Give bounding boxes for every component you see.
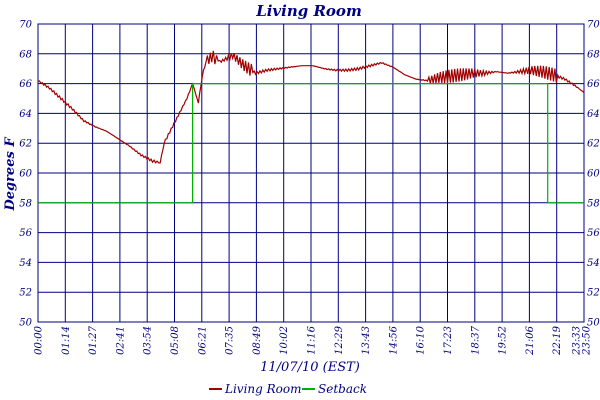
x-tick-label: 17:23	[443, 326, 454, 355]
legend-label: Living Room	[224, 382, 302, 396]
chart-title: Living Room	[255, 2, 362, 20]
x-tick-label: 10:02	[279, 326, 290, 355]
x-tick-label: 13:43	[361, 326, 372, 355]
y-tick-label-right: 56	[587, 228, 600, 239]
y-tick-label-right: 62	[587, 139, 600, 150]
x-tick-label: 11:16	[307, 325, 318, 354]
x-tick-label: 16:10	[416, 325, 427, 354]
y-tick-label-right: 54	[587, 258, 600, 269]
plot-grid	[37, 23, 585, 323]
y-tick-label: 66	[19, 79, 32, 90]
x-tick-label: 23:50	[582, 325, 593, 355]
y-tick-label-right: 60	[587, 169, 600, 180]
y-tick-label-right: 70	[587, 20, 600, 31]
y-tick-label: 70	[19, 20, 32, 31]
x-tick-label: 03:54	[143, 326, 154, 355]
x-tick-label: 08:49	[252, 325, 263, 354]
x-tick-label: 01:14	[61, 326, 72, 355]
y-tick-label: 54	[19, 258, 32, 269]
x-tick-label: 14:56	[388, 325, 399, 354]
y-tick-label-right: 66	[587, 79, 600, 90]
y-axis-label: Degrees F	[3, 137, 18, 212]
y-tick-label-right: 52	[587, 288, 600, 299]
x-tick-label: 12:29	[334, 325, 345, 354]
series-line-living-room	[37, 50, 585, 164]
legend-label: Setback	[318, 382, 367, 396]
x-tick-label: 01:27	[88, 325, 99, 354]
x-tick-label: 23:33	[572, 326, 583, 356]
y-tick-label: 64	[19, 109, 32, 120]
y-tick-label-right: 58	[587, 198, 600, 209]
x-tick-label: 06:21	[197, 326, 208, 355]
x-tick-label: 22:19	[552, 325, 563, 355]
y-axis-left-ticks: 50 52 54 56 58 60 62 64 66 68 70	[19, 20, 32, 329]
y-tick-label: 60	[19, 169, 32, 180]
y-tick-label: 52	[19, 288, 32, 299]
legend: Living Room Setback	[209, 382, 367, 396]
x-tick-label: 07:35	[225, 326, 236, 355]
x-tick-label: 18:37	[470, 325, 481, 354]
y-tick-label: 50	[19, 318, 32, 329]
x-tick-label: 19:52	[498, 326, 509, 355]
y-tick-label: 56	[19, 228, 32, 239]
y-tick-label-right: 50	[587, 318, 600, 329]
x-tick-label: 00:00	[34, 325, 45, 354]
y-axis-right-ticks: 50 52 54 56 58 60 62 64 66 68 70	[587, 20, 600, 329]
series-line-setback	[38, 83, 584, 204]
x-axis-label: 11/07/10 (EST)	[260, 360, 360, 375]
x-tick-label: 02:41	[115, 326, 126, 355]
x-axis-ticks: 00:00 01:14 01:27 02:41 03:54 05:08 06:21 07:35…	[34, 325, 593, 355]
y-tick-label: 62	[19, 139, 32, 150]
y-tick-label-right: 64	[587, 109, 600, 120]
y-tick-label-right: 68	[587, 49, 600, 60]
y-tick-label: 68	[19, 49, 32, 60]
x-tick-label: 21:06	[525, 325, 536, 355]
x-tick-label: 05:08	[170, 326, 181, 355]
y-tick-label: 58	[19, 198, 32, 209]
data-series	[37, 50, 585, 204]
